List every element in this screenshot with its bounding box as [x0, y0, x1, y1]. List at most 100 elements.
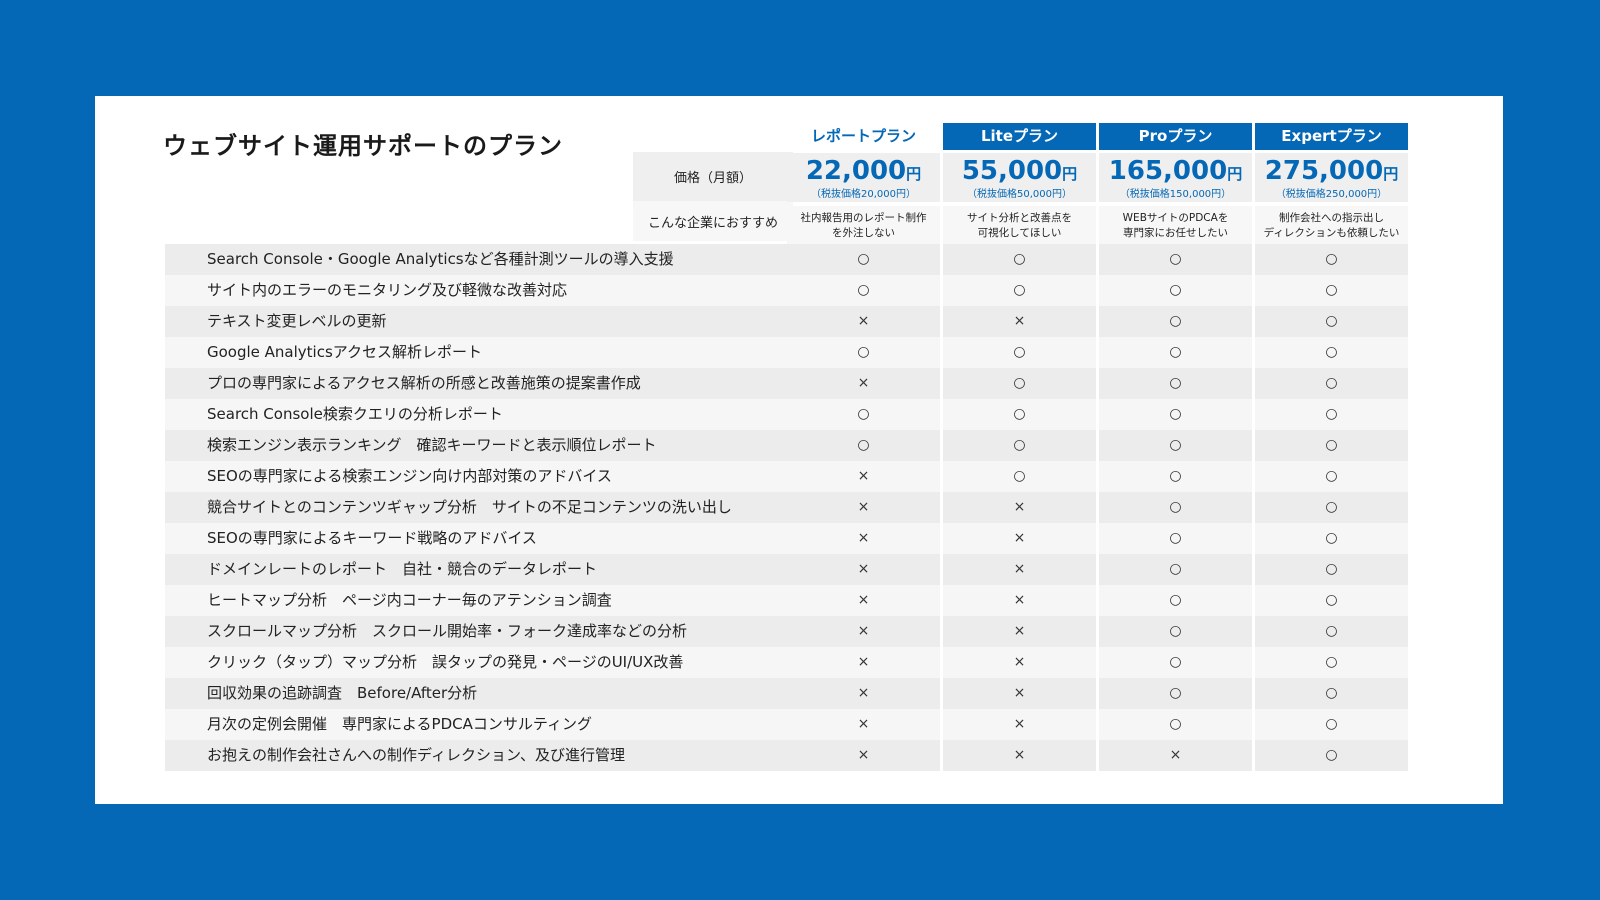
excluded-mark: × — [943, 554, 1096, 585]
included-mark: ○ — [1255, 647, 1408, 678]
price-lite: 55,000円 — [961, 156, 1078, 186]
recommend-row-label: こんな企業におすすめ — [633, 201, 793, 241]
included-mark: ○ — [1099, 430, 1252, 461]
included-mark: ○ — [943, 244, 1096, 275]
excluded-mark: × — [787, 492, 940, 523]
excluded-mark: × — [787, 368, 940, 399]
included-mark: ○ — [943, 368, 1096, 399]
feature-row: Google Analyticsアクセス解析レポート ○ ○ ○ ○ — [165, 337, 1437, 368]
feature-row: ドメインレートのレポート 自社・競合のデータレポート × × ○ ○ — [165, 554, 1437, 585]
included-mark: ○ — [1255, 740, 1408, 771]
feature-row: スクロールマップ分析 スクロール開始率・フォーク達成率などの分析 × × ○ ○ — [165, 616, 1437, 647]
excluded-mark: × — [943, 616, 1096, 647]
excluded-mark: × — [943, 678, 1096, 709]
included-mark: ○ — [1099, 709, 1252, 740]
included-mark: ○ — [1099, 554, 1252, 585]
recommend-pro: WEBサイトのPDCAを 専門家にお任せしたい — [1099, 206, 1252, 246]
excluded-mark: × — [943, 306, 1096, 337]
feature-label: Google Analyticsアクセス解析レポート — [165, 337, 788, 368]
feature-row: 検索エンジン表示ランキング 確認キーワードと表示順位レポート ○ ○ ○ ○ — [165, 430, 1437, 461]
feature-row: Search Console検索クエリの分析レポート ○ ○ ○ ○ — [165, 399, 1437, 430]
feature-label: クリック（タップ）マップ分析 誤タップの発見・ページのUI/UX改善 — [165, 647, 788, 678]
included-mark: ○ — [1099, 616, 1252, 647]
feature-label: ヒートマップ分析 ページ内コーナー毎のアテンション調査 — [165, 585, 788, 616]
feature-row: 競合サイトとのコンテンツギャップ分析 サイトの不足コンテンツの洗い出し × × ○ ○ — [165, 492, 1437, 523]
plan-name-lite: Liteプラン — [943, 123, 1096, 150]
feature-label: 月次の定例会開催 専門家によるPDCAコンサルティング — [165, 709, 788, 740]
included-mark: ○ — [1099, 523, 1252, 554]
feature-label: Search Console検索クエリの分析レポート — [165, 399, 788, 430]
included-mark: ○ — [1099, 678, 1252, 709]
excluded-mark: × — [943, 740, 1096, 771]
included-mark: ○ — [1099, 244, 1252, 275]
included-mark: ○ — [1255, 554, 1408, 585]
feature-label: テキスト変更レベルの更新 — [165, 306, 788, 337]
excluded-mark: × — [787, 740, 940, 771]
plan-name-expert: Expertプラン — [1255, 123, 1408, 150]
included-mark: ○ — [1099, 647, 1252, 678]
excluded-mark: × — [787, 709, 940, 740]
included-mark: ○ — [1255, 399, 1408, 430]
included-mark: ○ — [1255, 585, 1408, 616]
feature-row: テキスト変更レベルの更新 × × ○ ○ — [165, 306, 1437, 337]
excluded-mark: × — [1099, 740, 1252, 771]
feature-label: SEOの専門家による検索エンジン向け内部対策のアドバイス — [165, 461, 788, 492]
included-mark: ○ — [787, 430, 940, 461]
excluded-mark: × — [787, 585, 940, 616]
feature-row: SEOの専門家によるキーワード戦略のアドバイス × × ○ ○ — [165, 523, 1437, 554]
included-mark: ○ — [1099, 461, 1252, 492]
included-mark: ○ — [787, 337, 940, 368]
included-mark: ○ — [1255, 430, 1408, 461]
included-mark: ○ — [1099, 492, 1252, 523]
included-mark: ○ — [1255, 709, 1408, 740]
recommend-expert: 制作会社への指示出し ディレクションも依頼したい — [1255, 206, 1408, 246]
price-tax-lite: （税抜価格50,000円） — [967, 189, 1072, 200]
feature-row: ヒートマップ分析 ページ内コーナー毎のアテンション調査 × × ○ ○ — [165, 585, 1437, 616]
feature-row: サイト内のエラーのモニタリング及び軽微な改善対応 ○ ○ ○ ○ — [165, 275, 1437, 306]
price-expert: 275,000円 — [1264, 156, 1399, 186]
plan-column-report: レポートプラン 22,000円 （税抜価格20,000円） 社内報告用のレポート… — [787, 123, 940, 246]
feature-label: 競合サイトとのコンテンツギャップ分析 サイトの不足コンテンツの洗い出し — [165, 492, 788, 523]
excluded-mark: × — [943, 523, 1096, 554]
price-cell-pro: 165,000円 （税抜価格150,000円） — [1099, 153, 1252, 202]
excluded-mark: × — [787, 647, 940, 678]
recommend-report: 社内報告用のレポート制作 を外注しない — [787, 206, 940, 246]
included-mark: ○ — [1255, 492, 1408, 523]
feature-label: スクロールマップ分析 スクロール開始率・フォーク達成率などの分析 — [165, 616, 788, 647]
included-mark: ○ — [943, 337, 1096, 368]
excluded-mark: × — [943, 647, 1096, 678]
price-row-label: 価格（月額） — [633, 152, 793, 201]
price-tax-pro: （税抜価格150,000円） — [1119, 189, 1232, 200]
included-mark: ○ — [1099, 585, 1252, 616]
included-mark: ○ — [787, 399, 940, 430]
excluded-mark: × — [943, 585, 1096, 616]
excluded-mark: × — [787, 554, 940, 585]
price-cell-report: 22,000円 （税抜価格20,000円） — [787, 153, 940, 202]
price-cell-lite: 55,000円 （税抜価格50,000円） — [943, 153, 1096, 202]
excluded-mark: × — [943, 709, 1096, 740]
excluded-mark: × — [787, 306, 940, 337]
price-pro: 165,000円 — [1108, 156, 1243, 186]
excluded-mark: × — [787, 461, 940, 492]
feature-label: SEOの専門家によるキーワード戦略のアドバイス — [165, 523, 788, 554]
plan-name-report: レポートプラン — [787, 123, 940, 150]
plan-column-lite: Liteプラン 55,000円 （税抜価格50,000円） サイト分析と改善点を… — [943, 123, 1096, 246]
included-mark: ○ — [1255, 678, 1408, 709]
included-mark: ○ — [1255, 616, 1408, 647]
included-mark: ○ — [1099, 399, 1252, 430]
feature-label: ドメインレートのレポート 自社・競合のデータレポート — [165, 554, 788, 585]
feature-label: サイト内のエラーのモニタリング及び軽微な改善対応 — [165, 275, 788, 306]
feature-row: 月次の定例会開催 専門家によるPDCAコンサルティング × × ○ ○ — [165, 709, 1437, 740]
feature-row: SEOの専門家による検索エンジン向け内部対策のアドバイス × ○ ○ ○ — [165, 461, 1437, 492]
price-report: 22,000円 — [805, 156, 922, 186]
excluded-mark: × — [943, 492, 1096, 523]
plan-column-pro: Proプラン 165,000円 （税抜価格150,000円） WEBサイトのPD… — [1099, 123, 1252, 246]
plan-name-pro: Proプラン — [1099, 123, 1252, 150]
excluded-mark: × — [787, 678, 940, 709]
included-mark: ○ — [1099, 275, 1252, 306]
included-mark: ○ — [1255, 461, 1408, 492]
included-mark: ○ — [1255, 244, 1408, 275]
included-mark: ○ — [1255, 275, 1408, 306]
feature-row: Search Console・Google Analyticsなど各種計測ツール… — [165, 244, 1437, 275]
excluded-mark: × — [787, 616, 940, 647]
